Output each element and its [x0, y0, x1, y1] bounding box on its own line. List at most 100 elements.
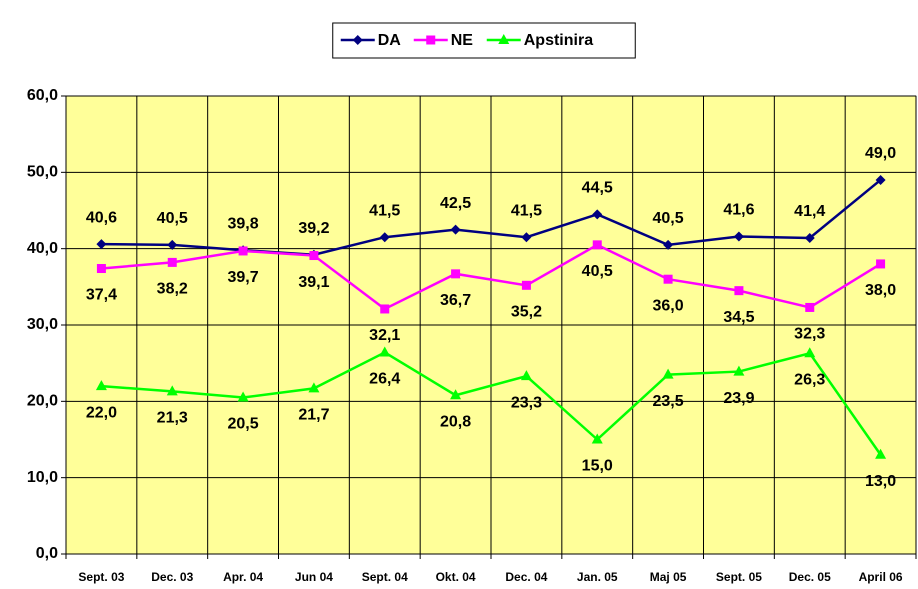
series-line — [101, 243, 882, 311]
y-tick-label: 20,0 — [27, 393, 58, 410]
data-label: 36,7 — [440, 292, 471, 309]
marker — [876, 259, 886, 269]
data-label: 40,5 — [582, 263, 613, 280]
marker — [804, 347, 816, 358]
data-label: 15,0 — [582, 458, 613, 475]
data-label: 23,9 — [723, 390, 754, 407]
y-tick-label: 10,0 — [27, 469, 58, 486]
data-label: 37,4 — [86, 287, 117, 304]
legend-marker — [426, 35, 436, 45]
legend-marker — [498, 34, 510, 44]
marker — [450, 224, 461, 235]
marker — [805, 302, 815, 312]
data-label: 13,0 — [865, 473, 896, 490]
data-label: 40,5 — [157, 210, 188, 227]
marker — [379, 232, 390, 243]
x-tick-label: Dec. 05 — [789, 570, 831, 584]
x-tick-label: Dec. 04 — [505, 570, 547, 584]
marker — [95, 380, 107, 391]
legend-label: Apstinira — [524, 32, 593, 49]
marker — [96, 239, 107, 250]
marker — [308, 382, 320, 393]
legend-marker — [352, 35, 363, 45]
marker — [663, 274, 673, 284]
legend-box — [332, 22, 636, 59]
marker — [733, 365, 745, 376]
data-label: 40,5 — [653, 210, 684, 227]
marker — [166, 385, 178, 396]
marker — [875, 448, 887, 459]
legend-label: DA — [378, 32, 402, 49]
data-label: 20,5 — [228, 416, 259, 433]
series-line — [101, 351, 882, 456]
data-label: 23,5 — [653, 393, 684, 410]
data-label: 41,5 — [511, 202, 542, 219]
legend-label: NE — [451, 32, 474, 49]
x-tick-label: Sept. 05 — [716, 570, 762, 584]
data-label: 36,0 — [653, 297, 684, 314]
series-line — [101, 178, 882, 257]
marker — [96, 264, 106, 274]
x-tick-label: Jun 04 — [295, 570, 333, 584]
y-tick-label: 30,0 — [27, 316, 58, 333]
marker — [733, 231, 744, 242]
x-tick-label: Sept. 03 — [78, 570, 124, 584]
marker — [379, 346, 391, 357]
marker — [662, 368, 674, 379]
data-label: 21,7 — [298, 407, 329, 424]
y-tick-label: 0,0 — [36, 545, 58, 562]
data-label: 41,6 — [723, 202, 754, 219]
data-label: 22,0 — [86, 404, 117, 421]
data-label: 41,4 — [794, 203, 825, 220]
data-label: 41,5 — [369, 202, 400, 219]
data-label: 38,0 — [865, 282, 896, 299]
data-label: 23,3 — [511, 394, 542, 411]
data-label: 49,0 — [865, 145, 896, 162]
data-label: 42,5 — [440, 195, 471, 212]
y-tick-label: 40,0 — [27, 240, 58, 257]
data-label: 38,2 — [157, 281, 188, 298]
marker — [451, 269, 461, 279]
data-label: 39,7 — [228, 269, 259, 286]
marker — [591, 433, 603, 444]
data-label: 39,8 — [228, 215, 259, 232]
marker — [521, 280, 531, 290]
marker — [167, 239, 178, 250]
legend: DA NE Apstinira — [332, 22, 636, 59]
marker — [592, 240, 602, 250]
data-label: 40,6 — [86, 209, 117, 226]
marker — [804, 232, 815, 243]
y-tick-label: 60,0 — [27, 87, 58, 104]
data-label: 21,3 — [157, 410, 188, 427]
data-label: 39,1 — [298, 274, 329, 291]
marker — [238, 246, 248, 256]
marker — [592, 209, 603, 220]
data-label: 26,4 — [369, 371, 400, 388]
data-label: 32,3 — [794, 326, 825, 343]
data-label: 44,5 — [582, 180, 613, 197]
x-tick-label: Okt. 04 — [436, 570, 476, 584]
marker — [734, 286, 744, 296]
marker — [663, 239, 674, 250]
data-label: 34,5 — [723, 309, 754, 326]
marker — [380, 304, 390, 314]
data-label: 39,2 — [298, 220, 329, 237]
marker — [875, 174, 886, 185]
x-tick-label: Dec. 03 — [151, 570, 193, 584]
x-tick-label: Sept. 04 — [362, 570, 408, 584]
data-label: 35,2 — [511, 304, 542, 321]
data-label: 32,1 — [369, 327, 400, 344]
x-tick-label: Apr. 04 — [223, 570, 263, 584]
marker — [167, 257, 177, 267]
marker — [520, 370, 532, 381]
marker — [309, 251, 319, 261]
data-label: 20,8 — [440, 413, 471, 430]
data-label: 26,3 — [794, 371, 825, 388]
y-tick-label: 50,0 — [27, 164, 58, 181]
x-tick-label: April 06 — [859, 570, 903, 584]
marker — [521, 232, 532, 243]
marker — [450, 389, 462, 400]
x-tick-label: Jan. 05 — [577, 570, 618, 584]
marker — [237, 391, 249, 402]
